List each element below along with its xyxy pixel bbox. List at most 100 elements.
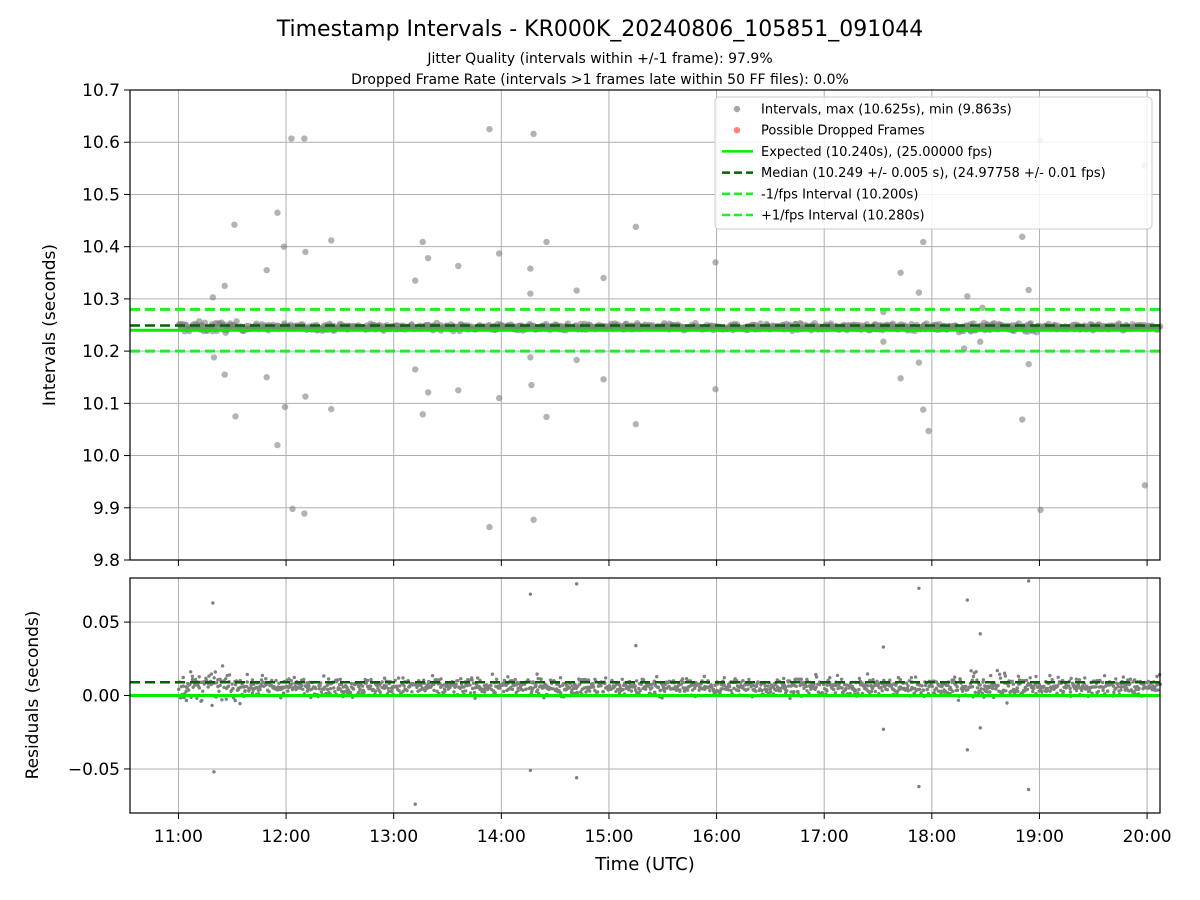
data-point bbox=[197, 686, 202, 690]
data-point bbox=[1002, 671, 1007, 675]
data-point bbox=[1156, 688, 1160, 692]
outlier-point bbox=[302, 248, 309, 256]
data-point bbox=[368, 684, 373, 688]
data-point bbox=[832, 687, 836, 692]
data-point bbox=[249, 683, 253, 687]
data-point bbox=[898, 678, 902, 682]
data-point bbox=[456, 679, 460, 683]
data-point bbox=[222, 685, 226, 690]
data-point bbox=[476, 676, 480, 680]
data-point bbox=[1010, 679, 1014, 683]
y-tick-label: −0.05 bbox=[68, 760, 120, 780]
data-point bbox=[206, 685, 210, 689]
y-tick-label: 9.8 bbox=[93, 551, 120, 571]
data-point bbox=[920, 684, 924, 688]
data-point bbox=[1031, 689, 1035, 694]
data-point bbox=[318, 684, 322, 688]
data-point bbox=[591, 682, 595, 686]
data-point bbox=[201, 689, 205, 693]
legend-label: +1/fps Interval (10.280s) bbox=[761, 209, 925, 224]
outlier-point bbox=[486, 523, 493, 531]
data-point bbox=[494, 677, 499, 681]
data-point bbox=[200, 698, 204, 703]
x-tick-label: 17:00 bbox=[800, 827, 849, 847]
y-tick-label: 10.4 bbox=[82, 238, 120, 258]
data-point bbox=[1056, 684, 1060, 688]
data-point bbox=[1048, 673, 1052, 678]
data-point bbox=[873, 689, 878, 694]
data-point bbox=[302, 677, 306, 682]
outlier-point bbox=[573, 287, 580, 294]
data-point bbox=[970, 685, 975, 689]
data-point bbox=[650, 686, 654, 690]
data-point bbox=[865, 672, 870, 676]
data-point bbox=[1025, 687, 1030, 692]
outlier-point bbox=[211, 601, 215, 605]
data-point bbox=[1116, 685, 1121, 689]
data-point bbox=[536, 676, 540, 681]
outlier-point bbox=[543, 238, 550, 246]
data-point bbox=[462, 685, 466, 689]
data-point bbox=[220, 698, 224, 702]
data-point bbox=[1067, 684, 1071, 688]
data-point bbox=[917, 687, 922, 691]
data-point bbox=[401, 689, 405, 694]
data-point bbox=[1104, 683, 1109, 687]
outlier-point bbox=[632, 421, 640, 428]
data-point bbox=[939, 689, 943, 693]
data-point bbox=[879, 686, 883, 690]
data-point bbox=[1034, 674, 1038, 679]
data-point bbox=[243, 689, 247, 693]
outlier-point bbox=[964, 293, 971, 300]
data-point bbox=[559, 691, 563, 695]
data-point bbox=[189, 670, 193, 674]
data-point bbox=[233, 683, 238, 687]
data-point bbox=[1017, 678, 1022, 682]
data-point bbox=[682, 689, 687, 693]
data-point bbox=[656, 685, 660, 689]
data-point bbox=[836, 686, 840, 691]
outlier-point bbox=[530, 516, 537, 523]
data-point bbox=[190, 674, 195, 678]
data-point bbox=[591, 685, 596, 689]
data-point bbox=[956, 698, 961, 702]
data-point bbox=[784, 685, 788, 689]
data-point bbox=[769, 690, 773, 694]
data-point bbox=[802, 686, 806, 690]
data-point bbox=[925, 687, 929, 692]
data-point bbox=[1077, 678, 1082, 682]
data-point bbox=[233, 698, 237, 703]
data-point bbox=[402, 684, 406, 688]
x-tick-label: 11:00 bbox=[154, 827, 203, 847]
data-point bbox=[1114, 686, 1118, 690]
data-point bbox=[351, 687, 356, 691]
outlier-point bbox=[527, 265, 534, 272]
data-point bbox=[277, 681, 281, 685]
outlier-point bbox=[712, 259, 719, 266]
outlier-point bbox=[328, 405, 335, 413]
data-point bbox=[802, 680, 806, 685]
data-point bbox=[267, 690, 271, 694]
data-point bbox=[785, 689, 789, 693]
outlier-point bbox=[880, 338, 887, 345]
data-point bbox=[1128, 677, 1133, 681]
data-point bbox=[973, 690, 977, 694]
data-point bbox=[570, 684, 574, 688]
intervals-plot: 9.8 9.9 10.0 10.1 10.2 10.3 10.4 10.5 10.6 10.7 bbox=[82, 81, 1164, 571]
outlier-point bbox=[1019, 416, 1026, 423]
outlier-point bbox=[328, 237, 335, 244]
x-tick-label: 12:00 bbox=[262, 827, 311, 847]
data-point bbox=[1137, 686, 1141, 691]
data-point bbox=[964, 684, 968, 689]
data-point bbox=[1146, 679, 1151, 684]
data-point bbox=[930, 684, 935, 689]
data-point bbox=[871, 678, 875, 682]
data-point bbox=[526, 678, 530, 682]
data-point bbox=[207, 674, 211, 678]
data-point bbox=[877, 681, 881, 685]
outlier-point bbox=[979, 304, 986, 311]
outlier-point bbox=[527, 354, 534, 361]
data-point bbox=[1132, 678, 1137, 682]
data-point bbox=[709, 683, 713, 687]
data-point bbox=[387, 689, 391, 693]
